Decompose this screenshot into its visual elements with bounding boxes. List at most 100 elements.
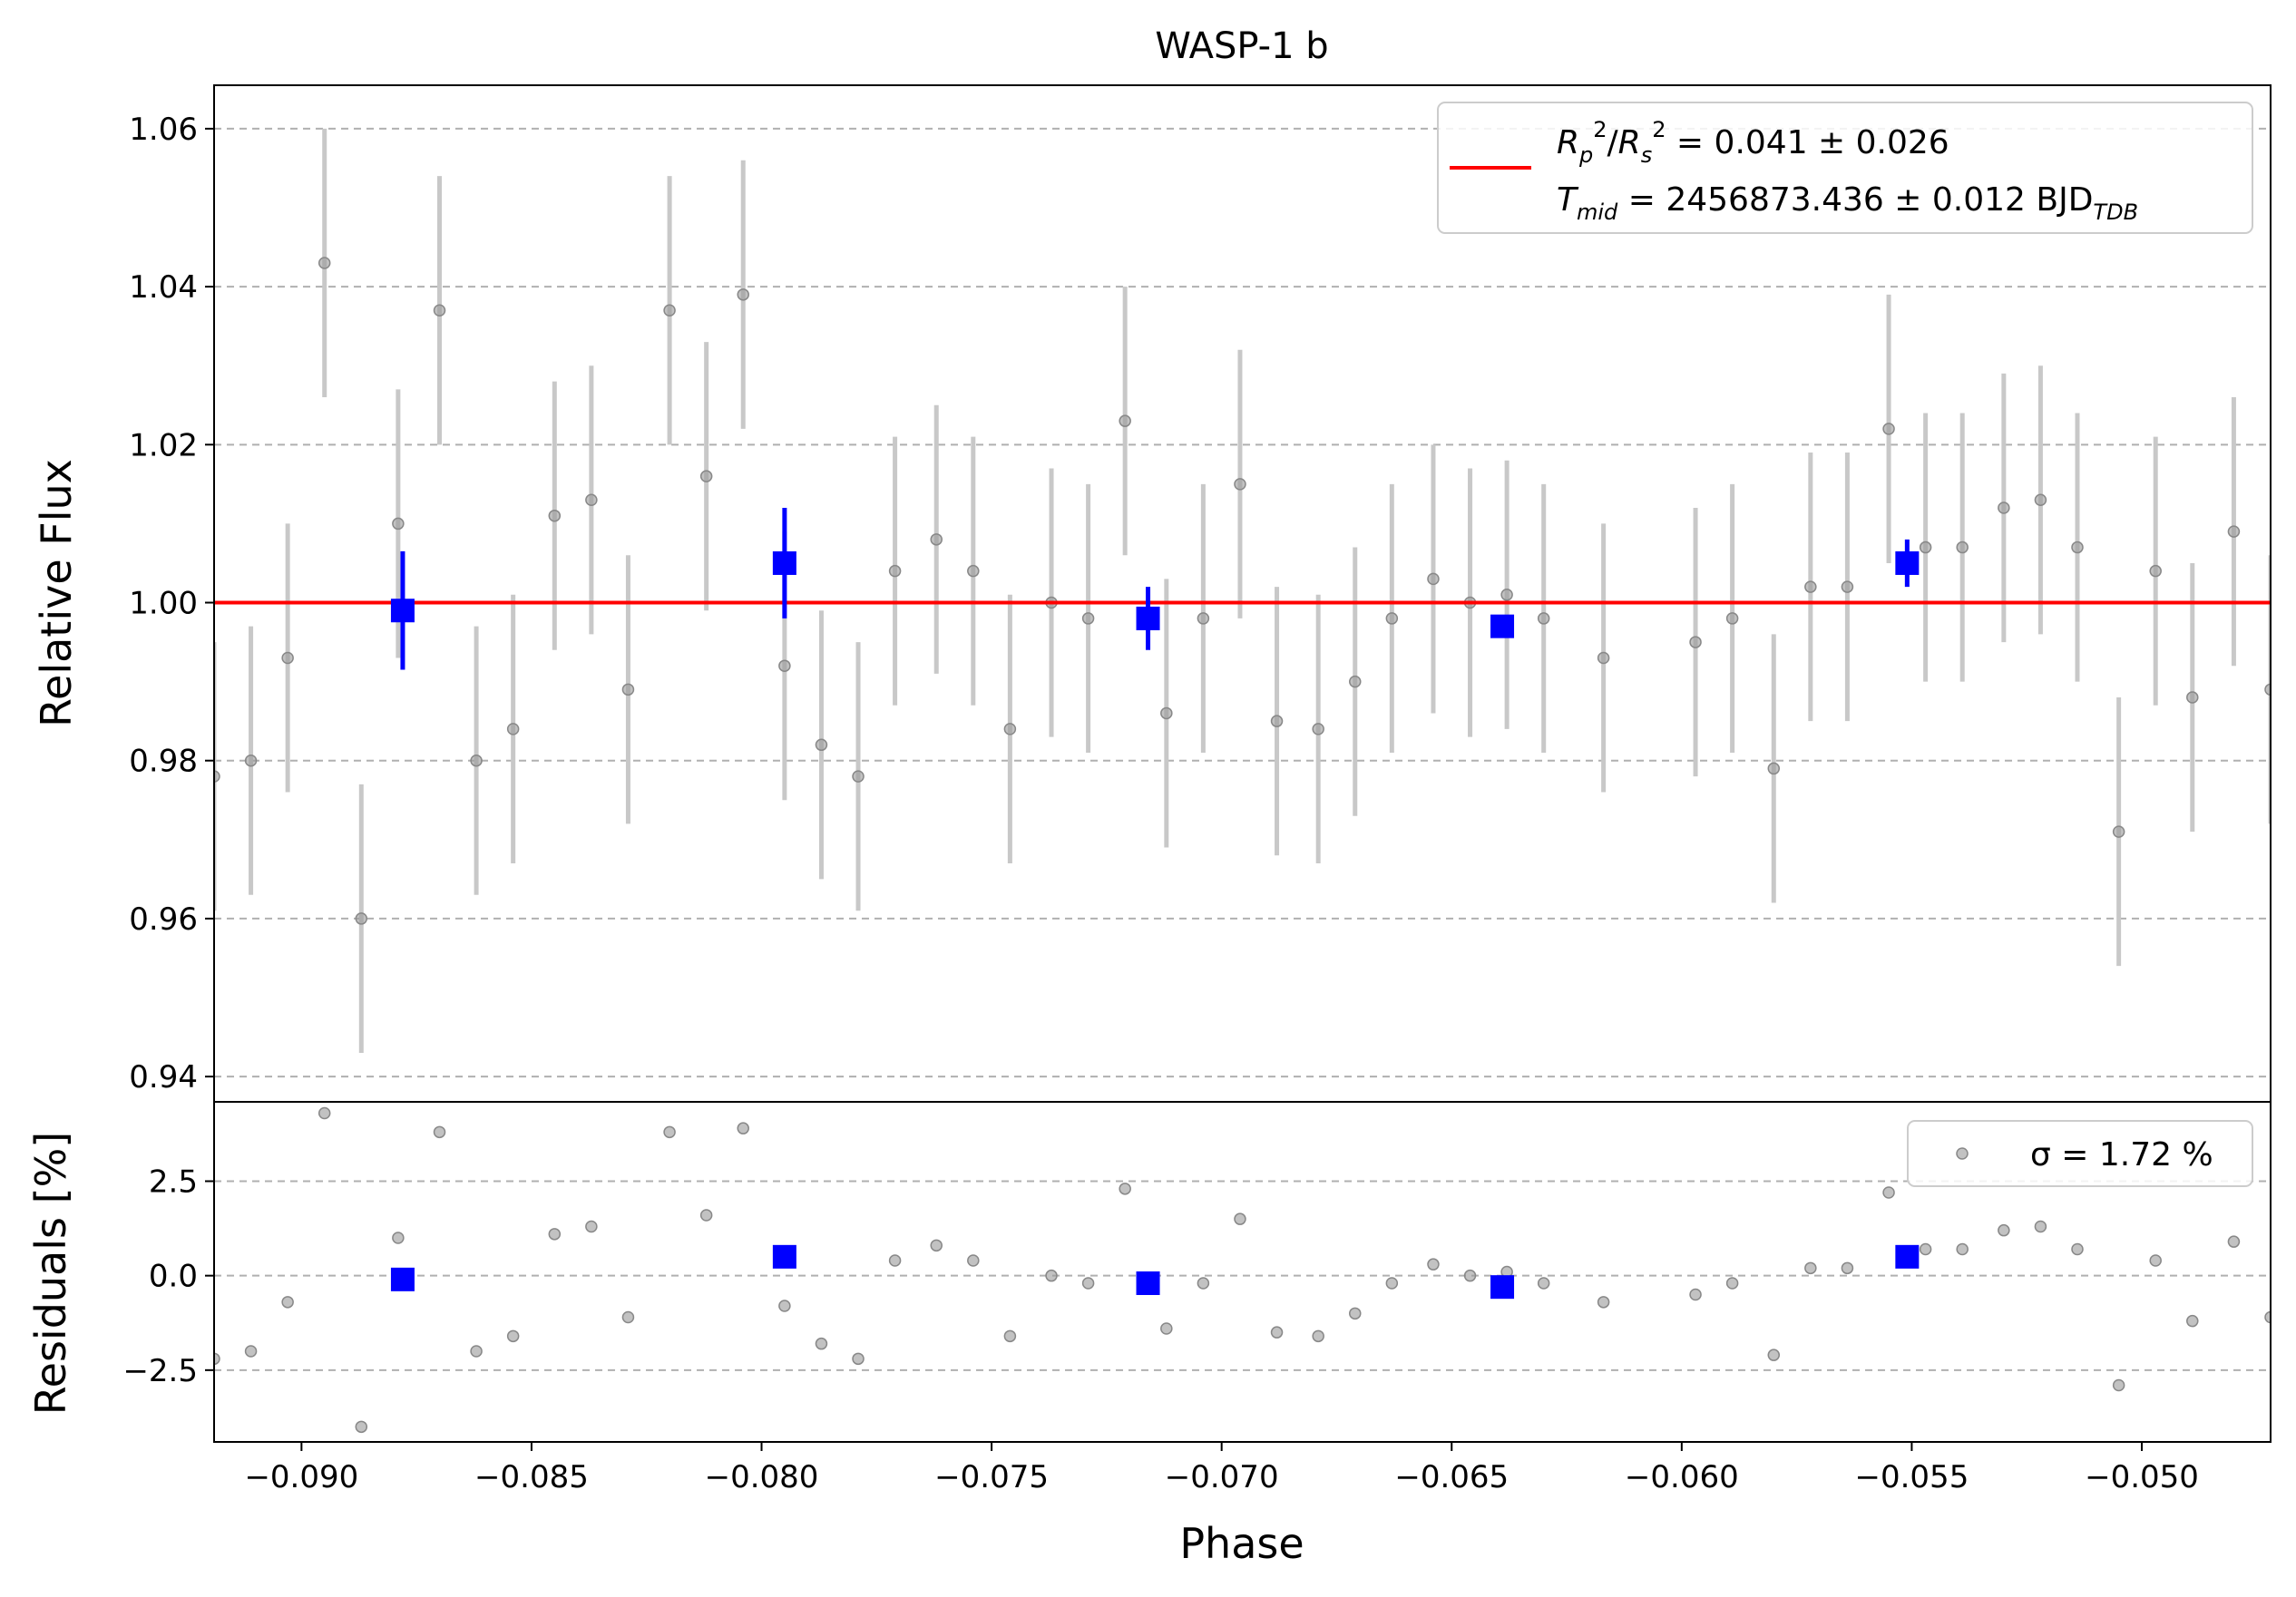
top-data-point	[1689, 636, 1702, 648]
binned-point	[1136, 606, 1160, 630]
top-y-axis-label: Relative Flux	[32, 459, 81, 727]
residual-point	[888, 1254, 902, 1267]
bottom-panel: −2.5 0.0 2.5 Residuals [%] σ = 1.72 %	[26, 1101, 2272, 1443]
top-data-point	[1427, 572, 1440, 586]
residual-point	[2034, 1220, 2047, 1233]
legend-sigma-text: σ = 1.72 %	[2030, 1136, 2213, 1173]
x-axis-label: Phase	[1179, 1519, 1304, 1568]
residual-point	[2264, 1310, 2271, 1324]
top-data-point	[214, 770, 220, 783]
top-data-point	[2227, 525, 2241, 538]
top-data-point	[1725, 612, 1739, 625]
residual-point	[699, 1209, 713, 1222]
residual-point	[318, 1106, 331, 1120]
top-data-point	[392, 517, 405, 531]
top-y-tick-label: 1.06	[129, 112, 198, 148]
top-data-point	[1349, 675, 1362, 688]
top-data-point	[2186, 691, 2199, 704]
bottom-y-tick-label: 2.5	[149, 1164, 198, 1201]
residual-point	[506, 1329, 520, 1343]
top-data-point	[1919, 540, 1932, 554]
residual-point	[1427, 1258, 1440, 1271]
top-data-point	[2112, 825, 2125, 838]
residual-point	[1003, 1329, 1017, 1343]
top-data-point	[470, 754, 483, 767]
top-data-point	[1312, 723, 1324, 735]
top-data-point	[585, 493, 598, 507]
residual-point	[281, 1296, 294, 1309]
residual-point	[778, 1300, 791, 1312]
residual-point	[1767, 1349, 1781, 1361]
top-data-point	[1841, 580, 1854, 593]
x-tick-label: −0.080	[705, 1459, 819, 1495]
top-binned-points	[390, 507, 1920, 670]
residual-point	[1385, 1277, 1399, 1290]
residual-point	[585, 1220, 598, 1233]
bottom-legend-box	[1907, 1120, 2253, 1187]
x-tick-label: −0.090	[244, 1459, 358, 1495]
top-errorbars	[214, 128, 2271, 1053]
top-legend: Rp2/Rs2 = 0.041 ± 0.026 Tmid = 2456873.4…	[1437, 102, 2253, 234]
top-y-tick-label: 0.96	[129, 901, 198, 938]
chart-title: WASP-1 b	[1155, 25, 1328, 67]
residual-point	[815, 1337, 828, 1350]
top-data-point	[663, 304, 676, 316]
residual-point	[1349, 1307, 1362, 1320]
residual-point	[355, 1420, 368, 1434]
top-data-point	[433, 304, 446, 316]
residual-point	[214, 1352, 220, 1366]
bottom-binned-points	[390, 1244, 1920, 1300]
residual-point	[433, 1125, 446, 1139]
top-data-point	[355, 912, 368, 925]
binned-residual-point	[772, 1244, 796, 1269]
residual-point	[1234, 1212, 1246, 1225]
top-data-points	[214, 257, 2271, 925]
top-legend-box	[1437, 102, 2253, 234]
residual-point	[967, 1254, 980, 1267]
top-y-tick-label: 1.00	[129, 586, 198, 622]
top-data-point	[1597, 651, 1610, 665]
bottom-y-tick-label: 0.0	[149, 1259, 198, 1295]
x-tick-label: −0.065	[1394, 1459, 1509, 1495]
x-tick-label: −0.055	[1855, 1459, 1969, 1495]
top-data-point	[1270, 715, 1284, 727]
x-tick-label: −0.085	[474, 1459, 589, 1495]
residual-point	[244, 1345, 258, 1358]
top-y-tick-label: 1.02	[129, 427, 198, 463]
residual-point	[548, 1228, 562, 1241]
top-data-point	[506, 723, 520, 735]
top-data-point	[967, 564, 980, 578]
residual-point	[1197, 1277, 1210, 1290]
bottom-data-points	[214, 1106, 2271, 1434]
residual-point	[1312, 1329, 1324, 1343]
top-data-point	[1003, 723, 1017, 735]
residual-point	[930, 1239, 943, 1252]
residual-point	[392, 1232, 405, 1244]
top-y-tick-label: 1.04	[129, 269, 198, 306]
residual-point	[2186, 1314, 2199, 1328]
top-data-point	[281, 651, 294, 665]
top-data-point	[1234, 478, 1246, 491]
residual-point	[1597, 1296, 1610, 1309]
residual-point	[1919, 1242, 1932, 1256]
top-data-point	[244, 754, 258, 767]
top-data-point	[1081, 612, 1095, 625]
top-data-point	[815, 738, 828, 752]
top-panel: 0.94 0.96 0.98 1.00 1.02 1.04 1.06 Relative Fl…	[32, 84, 2272, 1103]
binned-residual-point	[390, 1267, 415, 1291]
residual-point	[1537, 1277, 1550, 1290]
residual-point	[1841, 1261, 1854, 1275]
top-data-point	[1119, 414, 1131, 427]
residual-point	[1081, 1277, 1095, 1290]
top-data-point	[888, 564, 902, 578]
binned-residual-point	[1490, 1275, 1515, 1300]
top-y-tick-label: 0.98	[129, 744, 198, 780]
top-data-point	[2071, 540, 2084, 554]
x-ticks: −0.090 −0.085 −0.080 −0.075 −0.070 −0.065 −0.0…	[244, 1442, 2199, 1495]
binned-point	[1895, 550, 1920, 575]
residual-point	[737, 1122, 749, 1134]
top-y-tick-label: 0.94	[129, 1059, 198, 1096]
top-data-point	[1160, 706, 1173, 720]
top-data-point	[1385, 612, 1399, 625]
